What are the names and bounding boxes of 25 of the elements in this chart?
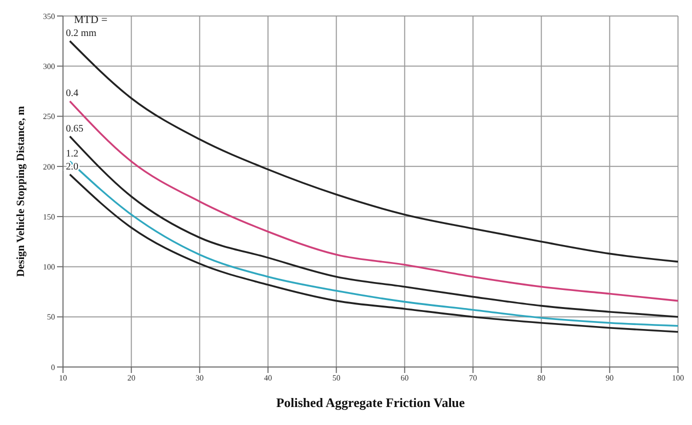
series-label: 0.2 mm <box>66 28 97 40</box>
x-tick-label: 10 <box>59 374 67 383</box>
y-tick-label: 300 <box>43 62 55 71</box>
y-tick-label: 200 <box>43 162 55 172</box>
y-axis-title: Design Vehicle Stopping Distance, m <box>14 106 27 277</box>
x-tick-label: 60 <box>400 374 409 383</box>
x-tick-label: 20 <box>127 374 136 383</box>
y-tick-label: 100 <box>43 262 55 272</box>
series-label: 1.2 <box>66 148 78 160</box>
x-tick-label: 90 <box>606 374 614 383</box>
x-axis-title: Polished Aggregate Friction Value <box>276 395 466 410</box>
y-tick-label: 150 <box>43 212 55 222</box>
y-tick-label: 350 <box>43 12 55 21</box>
x-tick-label: 100 <box>672 374 684 383</box>
x-tick-label: 40 <box>264 374 272 383</box>
x-tick-label: 70 <box>469 374 477 383</box>
y-tick-label: 0 <box>51 362 55 372</box>
series-label: 0.4 <box>66 88 78 100</box>
annotation: MTD = <box>74 14 108 26</box>
x-tick-label: 30 <box>196 374 204 383</box>
x-tick-label: 50 <box>332 374 340 383</box>
y-tick-label: 50 <box>47 312 55 322</box>
x-tick-label: 80 <box>537 374 546 383</box>
series-label: 0.65 <box>66 123 84 134</box>
y-tick-label: 250 <box>43 112 55 122</box>
